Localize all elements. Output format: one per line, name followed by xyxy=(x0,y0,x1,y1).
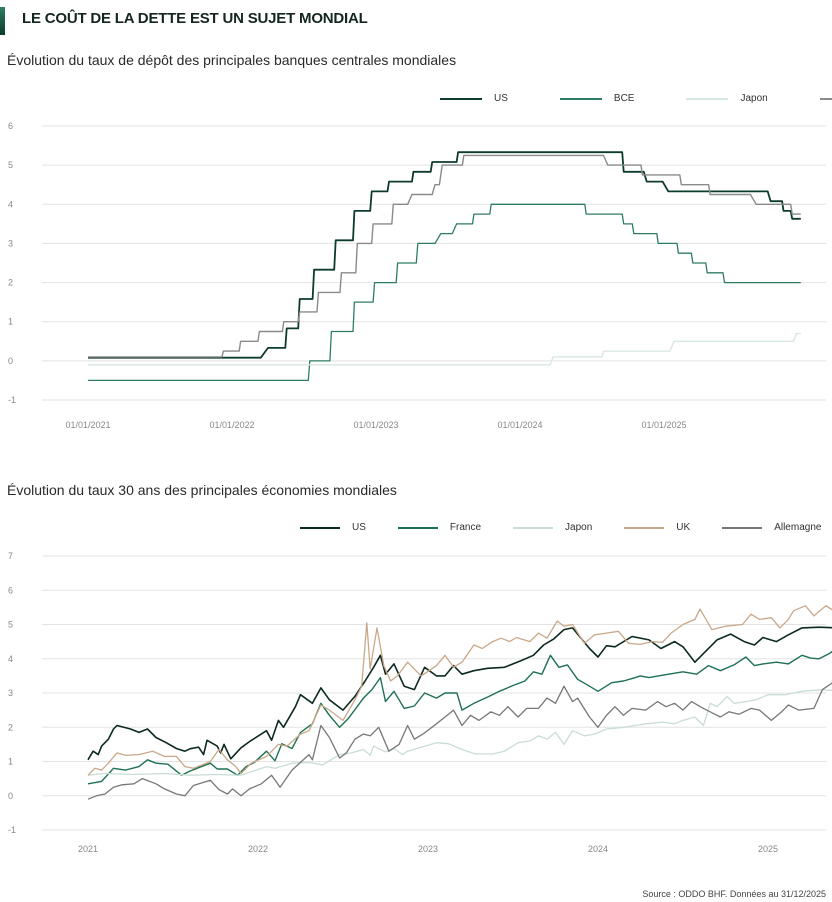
legend-item-japon: Japon xyxy=(513,522,592,533)
chart1-title: Évolution du taux de dépôt des principal… xyxy=(7,52,457,68)
series-line-uk xyxy=(88,154,801,358)
legend-item-france: France xyxy=(397,522,482,533)
x-tick-label: 2025 xyxy=(758,844,778,854)
legend-label: US xyxy=(494,93,508,104)
legend-label: US xyxy=(352,522,366,533)
legend-swatch xyxy=(300,526,340,529)
legend-item-japon: Japon xyxy=(686,93,768,104)
y-tick-label: -1 xyxy=(8,825,16,835)
y-tick-label: 7 xyxy=(8,551,13,561)
legend-label: Japon xyxy=(565,522,593,533)
chart1-legend: US BCE Japon UK xyxy=(440,93,832,104)
chart2-30y-rates: 7 6 5 4 3 2 1 0 -1 2021 2022 2023 2024 2025 xyxy=(8,551,832,854)
legend-label: UK xyxy=(676,522,691,533)
legend-swatch xyxy=(686,97,729,100)
x-tick-label: 01/01/2025 xyxy=(641,420,686,430)
y-tick-label: 6 xyxy=(8,585,13,595)
page-title: LE COÛT DE LA DETTE EST UN SUJET MONDIAL xyxy=(22,10,368,27)
x-tick-label: 2022 xyxy=(248,844,268,854)
legend-item-uk: UK xyxy=(624,522,690,533)
title-accent-bar xyxy=(0,7,5,35)
legend-swatch xyxy=(397,526,438,529)
source-note: Source : ODDO BHF. Données au 31/12/2025 xyxy=(642,889,826,899)
y-tick-label: 1 xyxy=(8,757,13,767)
y-tick-label: 3 xyxy=(8,688,13,698)
y-tick-label: 0 xyxy=(8,791,13,801)
y-tick-label: 6 xyxy=(8,121,13,131)
x-tick-label: 01/01/2022 xyxy=(209,420,254,430)
chart1-deposit-rates: 6 5 4 3 2 1 0 -1 01/01/2021 01/01/2022 01/01/2023 0… xyxy=(8,121,826,430)
x-tick-label: 2021 xyxy=(78,844,98,854)
y-tick-label: -1 xyxy=(8,395,16,405)
series-line-us xyxy=(88,151,801,359)
series-line-france xyxy=(87,650,832,785)
legend-swatch xyxy=(513,526,554,529)
legend-label: France xyxy=(449,522,482,533)
x-tick-label: 2023 xyxy=(418,844,438,854)
legend-label: BCE xyxy=(613,93,635,104)
legend-item-uk: UK xyxy=(819,93,832,104)
legend-item-allemagne: Allemagne xyxy=(722,522,821,533)
legend-item-us: US xyxy=(440,93,508,104)
series-line-uk xyxy=(87,605,832,776)
x-tick-label: 01/01/2023 xyxy=(353,420,398,430)
series-line-allemagne xyxy=(87,682,832,800)
x-tick-label: 2024 xyxy=(588,844,608,854)
y-tick-label: 4 xyxy=(8,199,13,209)
legend-swatch xyxy=(722,526,763,529)
y-tick-label: 3 xyxy=(8,238,13,248)
legend-swatch xyxy=(440,97,482,100)
legend-swatch xyxy=(624,526,665,529)
series-line-us xyxy=(87,626,832,761)
legend-item-us: US xyxy=(300,522,366,533)
y-tick-label: 2 xyxy=(8,722,13,732)
chart2-legend: US France Japon UK Allemagne xyxy=(300,522,821,533)
x-tick-label: 01/01/2024 xyxy=(497,420,542,430)
y-tick-label: 0 xyxy=(8,356,13,366)
y-tick-label: 5 xyxy=(8,160,13,170)
y-tick-label: 4 xyxy=(8,654,13,664)
legend-swatch xyxy=(819,97,832,100)
x-tick-label: 01/01/2021 xyxy=(65,420,110,430)
y-tick-label: 2 xyxy=(8,278,13,288)
legend-label: Japon xyxy=(740,93,768,104)
chart2-title: Évolution du taux 30 ans des principales… xyxy=(7,482,397,498)
series-line-japon xyxy=(88,332,801,366)
legend-item-bce: BCE xyxy=(559,93,635,104)
series-line-japon xyxy=(87,688,832,776)
legend-label: Allemagne xyxy=(774,522,822,533)
legend-swatch xyxy=(559,97,602,100)
y-tick-label: 5 xyxy=(8,620,13,630)
series-line-bce xyxy=(88,203,801,382)
y-tick-label: 1 xyxy=(8,317,13,327)
